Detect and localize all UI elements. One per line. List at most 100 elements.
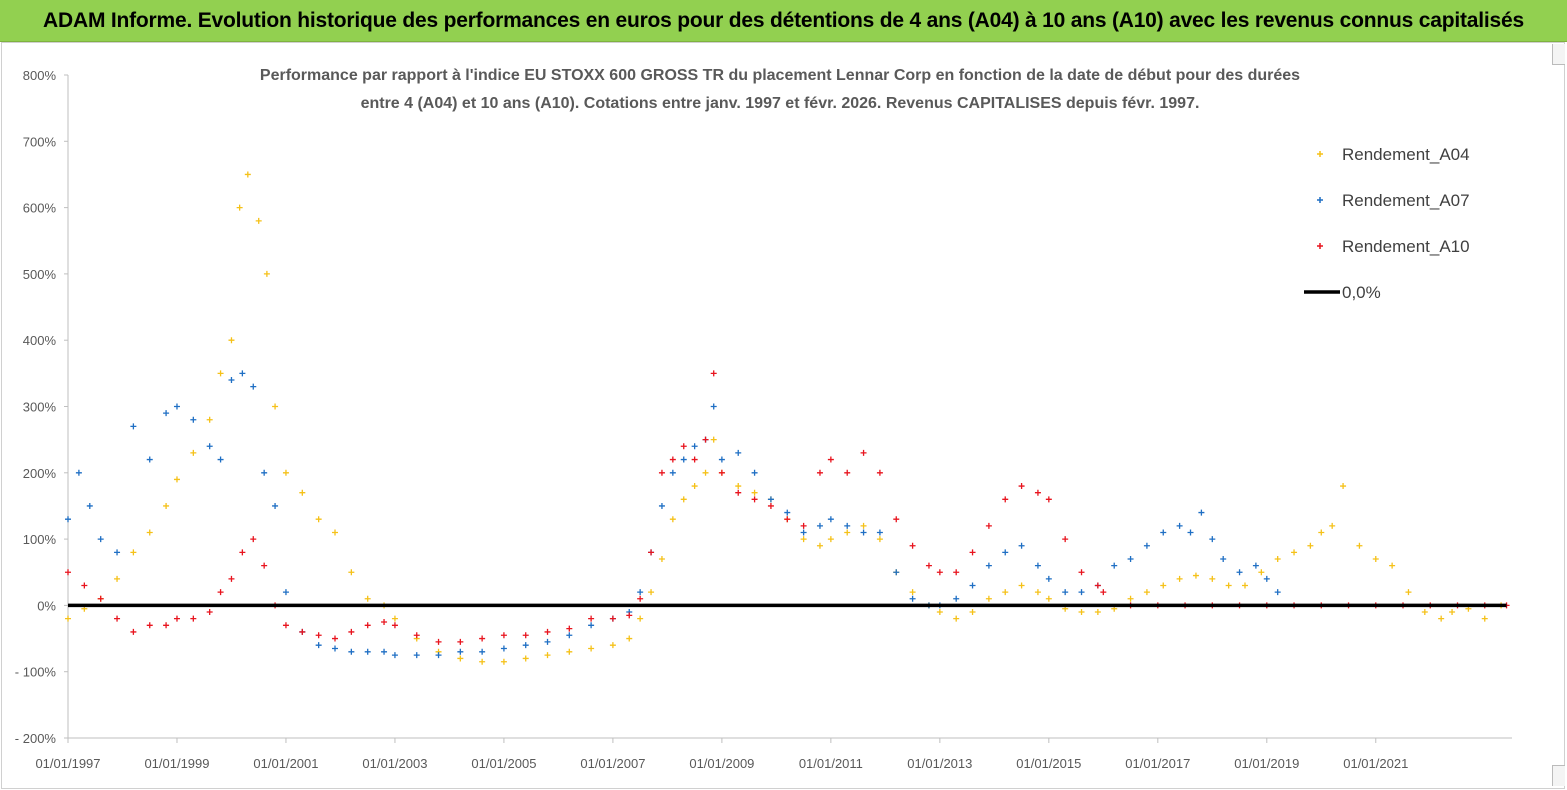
data-point: [691, 443, 698, 450]
data-point: [1078, 609, 1085, 616]
x-tick-label: 01/01/2009: [689, 756, 754, 771]
data-point: [1127, 595, 1134, 602]
data-point: [544, 652, 551, 659]
data-point: [1045, 575, 1052, 582]
data-point: [566, 648, 573, 655]
data-point: [1045, 595, 1052, 602]
data-point: [206, 443, 213, 450]
report-banner: ADAM Informe. Evolution historique des p…: [0, 0, 1567, 42]
data-point: [860, 522, 867, 529]
data-point: [827, 456, 834, 463]
data-point: [609, 615, 616, 622]
legend-label: 0,0%: [1342, 283, 1381, 302]
x-axis-labels: 01/01/1997 01/01/1999 01/01/2001 01/01/2003…: [35, 756, 1408, 771]
data-point: [816, 469, 823, 476]
data-point: [702, 469, 709, 476]
data-point: [1405, 589, 1412, 596]
data-point: [65, 569, 71, 576]
data-point: [261, 562, 268, 569]
data-point: [1018, 582, 1025, 589]
data-point: [1438, 615, 1445, 622]
y-tick-label: - 200%: [15, 731, 57, 746]
data-point: [364, 622, 371, 629]
x-tick-label: 01/01/2005: [471, 756, 536, 771]
data-point: [479, 635, 486, 642]
y-tick-label: 200%: [23, 466, 57, 481]
data-point: [658, 502, 665, 509]
data-point: [457, 638, 464, 645]
data-point: [1192, 572, 1199, 579]
scroll-handle-top[interactable]: [1552, 44, 1565, 65]
data-point: [669, 456, 676, 463]
data-point: [735, 489, 742, 496]
data-point: [680, 456, 687, 463]
data-point: [1034, 489, 1041, 496]
data-point: [1078, 569, 1085, 576]
data-point: [315, 516, 322, 523]
legend-marker: [1317, 197, 1323, 203]
data-point: [315, 642, 322, 649]
data-point: [718, 469, 725, 476]
data-point: [244, 171, 251, 178]
data-point: [1242, 582, 1248, 589]
data-point: [81, 582, 88, 589]
data-point: [1094, 609, 1101, 616]
data-point: [969, 549, 976, 556]
data-point: [1062, 536, 1069, 543]
x-tick-label: 01/01/2015: [1016, 756, 1081, 771]
data-point: [648, 589, 655, 596]
data-point: [969, 609, 976, 616]
data-point: [255, 217, 262, 224]
data-point: [130, 549, 137, 556]
data-point: [1291, 549, 1298, 556]
data-point: [65, 615, 71, 622]
data-point: [381, 648, 388, 655]
data-point: [332, 635, 339, 642]
data-point: [206, 416, 213, 423]
data-point: [1018, 483, 1025, 490]
data-point: [500, 658, 507, 665]
data-point: [236, 204, 243, 211]
data-point: [97, 536, 104, 543]
legend-label: Rendement_A07: [1342, 191, 1470, 210]
data-point: [710, 370, 717, 377]
data-point: [669, 516, 676, 523]
data-point: [282, 622, 289, 629]
data-point: [588, 622, 595, 629]
data-point: [860, 449, 867, 456]
data-point: [1220, 555, 1227, 562]
data-point: [767, 502, 774, 509]
data-point: [1176, 522, 1183, 529]
data-point: [1034, 589, 1041, 596]
data-point: [1421, 609, 1428, 616]
data-point: [953, 569, 960, 576]
data-point: [844, 522, 851, 529]
data-point: [936, 609, 943, 616]
y-axis-labels: - 200% - 100% 0% 100% 200% 300% 400% 500% 600% 70…: [15, 68, 57, 746]
data-point: [816, 522, 823, 529]
data-point: [413, 632, 420, 639]
data-point: [609, 642, 616, 649]
y-tick-label: 300%: [23, 400, 57, 415]
data-point: [522, 642, 529, 649]
data-point: [190, 449, 197, 456]
data-point: [500, 645, 507, 652]
data-point: [1236, 569, 1243, 576]
scroll-handle-bottom[interactable]: [1552, 765, 1565, 786]
y-tick-label: 0%: [37, 598, 56, 613]
data-point: [479, 648, 486, 655]
data-point: [272, 502, 279, 509]
data-point: [173, 403, 180, 410]
data-point: [65, 516, 71, 523]
data-point: [479, 658, 486, 665]
legend-label: Rendement_A10: [1342, 237, 1470, 256]
y-tick-label: 500%: [23, 267, 57, 282]
data-point: [315, 632, 322, 639]
data-point: [1034, 562, 1041, 569]
chart-axes: [67, 75, 1512, 739]
data-point: [348, 648, 355, 655]
x-tick-label: 01/01/2019: [1234, 756, 1299, 771]
data-point: [1176, 575, 1183, 582]
data-point: [114, 549, 121, 556]
data-point: [391, 622, 398, 629]
